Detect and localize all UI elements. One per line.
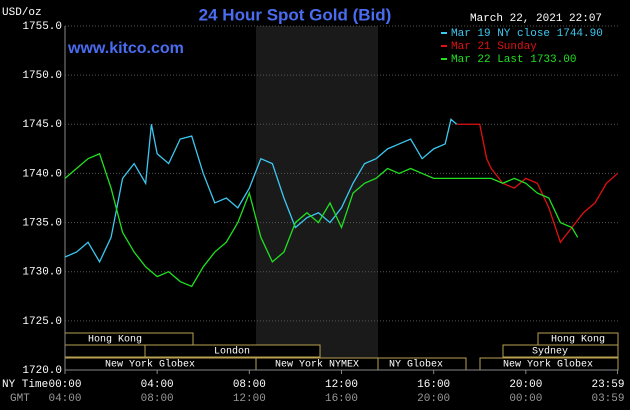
legend-label: Mar 21 Sunday [451,41,537,53]
chart-title: 24 Hour Spot Gold (Bid) [199,5,392,24]
x-tick-label: 16:00 [417,379,450,391]
y-tick-label: 1755.0 [22,21,62,33]
x2-tick-label: 20:00 [417,393,450,405]
session-label: New York Globex [105,359,195,371]
y-tick-label: 1725.0 [22,316,62,328]
x2-tick-label: 08:00 [141,393,174,405]
session-label: Sydney [532,346,568,358]
x-tick-label: 00:00 [48,379,81,391]
x-tick-label: 12:00 [325,379,358,391]
y-tick-label: 1735.0 [22,217,62,229]
x-tick-label: 08:00 [233,379,266,391]
sessions: Hong Kong London New York Globex New Yor… [64,332,619,371]
series-line [64,152,579,288]
y-tick-label: 1730.0 [22,267,62,279]
website: www.kitco.com [67,40,184,57]
y-tick-label: 1720.0 [22,365,62,377]
y-tick-label: 1740.0 [22,168,62,180]
session-label: New York NYMEX [275,359,359,371]
x2-tick-label: 04:00 [48,393,81,405]
series-line [64,118,458,264]
y-unit: USD/oz [2,7,42,19]
session-box [64,344,146,358]
timestamp: March 22, 2021 22:07 [470,13,602,25]
y-tick-label: 1745.0 [22,119,62,131]
session-label: NY Globex [389,359,443,371]
x2-tick-label: 03:59 [591,393,624,405]
session-box [502,344,619,358]
legend-label: Mar 22 Last 1733.00 [451,54,576,66]
x2-tick-label: 16:00 [325,393,358,405]
x-axis-label: NY Time [2,379,48,391]
legend-label: Mar 19 NY close 1744.90 [451,28,603,40]
session-label: New York Globex [503,359,593,371]
x2-axis-label: GMT [10,393,30,405]
session-label: Hong Kong [88,335,142,346]
session-label: London [214,346,250,358]
x-tick-label: 23:59 [591,379,624,391]
session-label: Hong Kong [551,335,605,346]
series-line [456,123,618,244]
x2-tick-label: 12:00 [233,393,266,405]
x2-tick-label: 00:00 [509,393,542,405]
y-tick-label: 1750.0 [22,70,62,82]
session-box [144,344,321,358]
x-tick-label: 04:00 [141,379,174,391]
x-tick-label: 20:00 [509,379,542,391]
nymex-shade [256,26,378,370]
